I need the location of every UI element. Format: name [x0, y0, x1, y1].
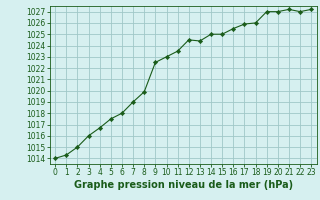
X-axis label: Graphe pression niveau de la mer (hPa): Graphe pression niveau de la mer (hPa): [74, 180, 293, 190]
